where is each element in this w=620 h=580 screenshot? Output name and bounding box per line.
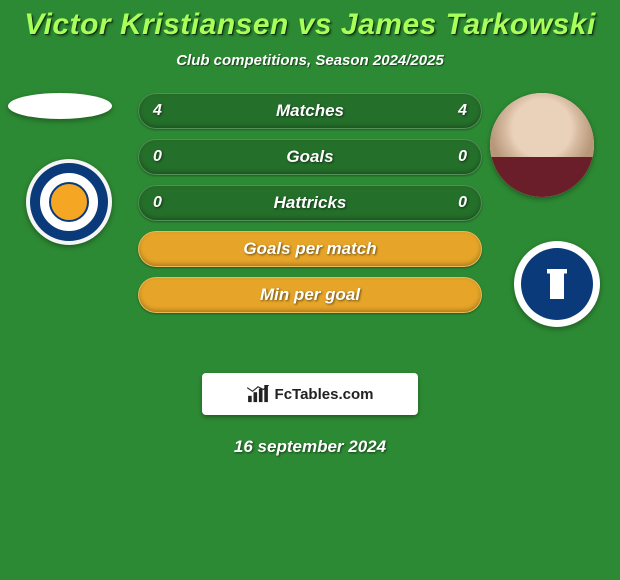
stat-label: Hattricks bbox=[274, 193, 347, 213]
page-title: Victor Kristiansen vs James Tarkowski bbox=[0, 0, 620, 46]
player-b-jersey bbox=[490, 157, 594, 197]
leicester-ring-icon bbox=[30, 163, 108, 241]
stat-value-a: 4 bbox=[153, 102, 162, 120]
stat-value-a: 0 bbox=[153, 148, 162, 166]
leicester-fox-icon bbox=[49, 182, 89, 222]
stat-value-a: 0 bbox=[153, 194, 162, 212]
comparison-body: 4 Matches 4 0 Goals 0 0 Hattricks 0 Goal… bbox=[0, 107, 620, 367]
player-b-avatar bbox=[490, 93, 594, 197]
stat-row-goals-per-match: Goals per match bbox=[138, 231, 482, 267]
stat-label: Goals per match bbox=[243, 239, 376, 259]
everton-tower-icon bbox=[547, 269, 567, 299]
player-a-avatar bbox=[8, 93, 112, 119]
stat-row-min-per-goal: Min per goal bbox=[138, 277, 482, 313]
footer-brand-text: FcTables.com bbox=[275, 386, 374, 403]
title-vs: vs bbox=[298, 8, 332, 41]
title-player-b: James Tarkowski bbox=[341, 8, 596, 41]
player-a-club-logo bbox=[26, 159, 112, 245]
everton-shield-icon bbox=[521, 248, 593, 320]
stat-row-matches: 4 Matches 4 bbox=[138, 93, 482, 129]
footer-date: 16 september 2024 bbox=[0, 437, 620, 457]
stat-label: Min per goal bbox=[260, 285, 360, 305]
stat-label: Matches bbox=[276, 101, 344, 121]
footer-brand-badge: FcTables.com bbox=[202, 373, 418, 415]
player-b-face-placeholder bbox=[490, 93, 594, 197]
bar-chart-icon bbox=[247, 385, 269, 403]
stat-value-b: 0 bbox=[458, 194, 467, 212]
comparison-card: Victor Kristiansen vs James Tarkowski Cl… bbox=[0, 0, 620, 580]
stat-label: Goals bbox=[286, 147, 333, 167]
stat-rows: 4 Matches 4 0 Goals 0 0 Hattricks 0 Goal… bbox=[138, 93, 482, 323]
player-b-club-logo bbox=[514, 241, 600, 327]
title-player-a: Victor Kristiansen bbox=[24, 8, 289, 41]
stat-value-b: 0 bbox=[458, 148, 467, 166]
subtitle: Club competitions, Season 2024/2025 bbox=[0, 52, 620, 69]
stat-row-hattricks: 0 Hattricks 0 bbox=[138, 185, 482, 221]
stat-row-goals: 0 Goals 0 bbox=[138, 139, 482, 175]
stat-value-b: 4 bbox=[458, 102, 467, 120]
